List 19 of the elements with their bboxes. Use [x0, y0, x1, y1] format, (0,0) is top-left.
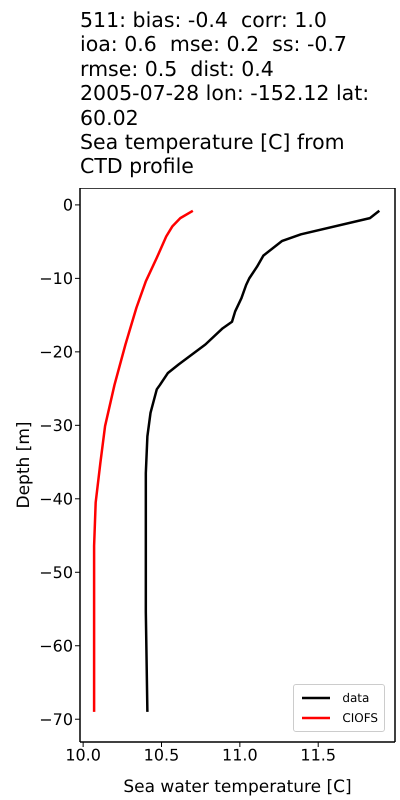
x-tick-label: 11.5 [300, 745, 336, 764]
y-tick-label: −30 [39, 416, 73, 436]
line-series [92, 210, 194, 714]
x-axis-title: Sea water temperature [C] [123, 777, 352, 797]
y-axis-title: Depth [m] [14, 421, 34, 509]
y-tick-label: −60 [39, 636, 73, 656]
x-tick-label: 10.0 [65, 745, 101, 764]
line-series [144, 210, 381, 714]
x-tick-label: 11.0 [222, 745, 258, 764]
legend-label: CIOFS [342, 711, 378, 725]
y-tick-label: −10 [39, 269, 73, 288]
legend-label: data [342, 691, 370, 705]
x-tick-label: 10.5 [144, 745, 180, 764]
y-tick-label: −40 [39, 489, 73, 508]
y-tick-label: −20 [39, 342, 73, 362]
y-tick-label: 0 [62, 196, 73, 215]
y-tick-label: −50 [39, 562, 73, 582]
chart-title: 511: bias: -0.4 corr: 1.0 ioa: 0.6 mse: 0.2 ss: -0.7 rmse: 0.5 dist: 0.4 2005-07-28 lon: -152.12 lat: 60.02 Sea temperature [C] from CTD profile [80, 8, 370, 179]
y-tick-label: −70 [39, 710, 73, 729]
